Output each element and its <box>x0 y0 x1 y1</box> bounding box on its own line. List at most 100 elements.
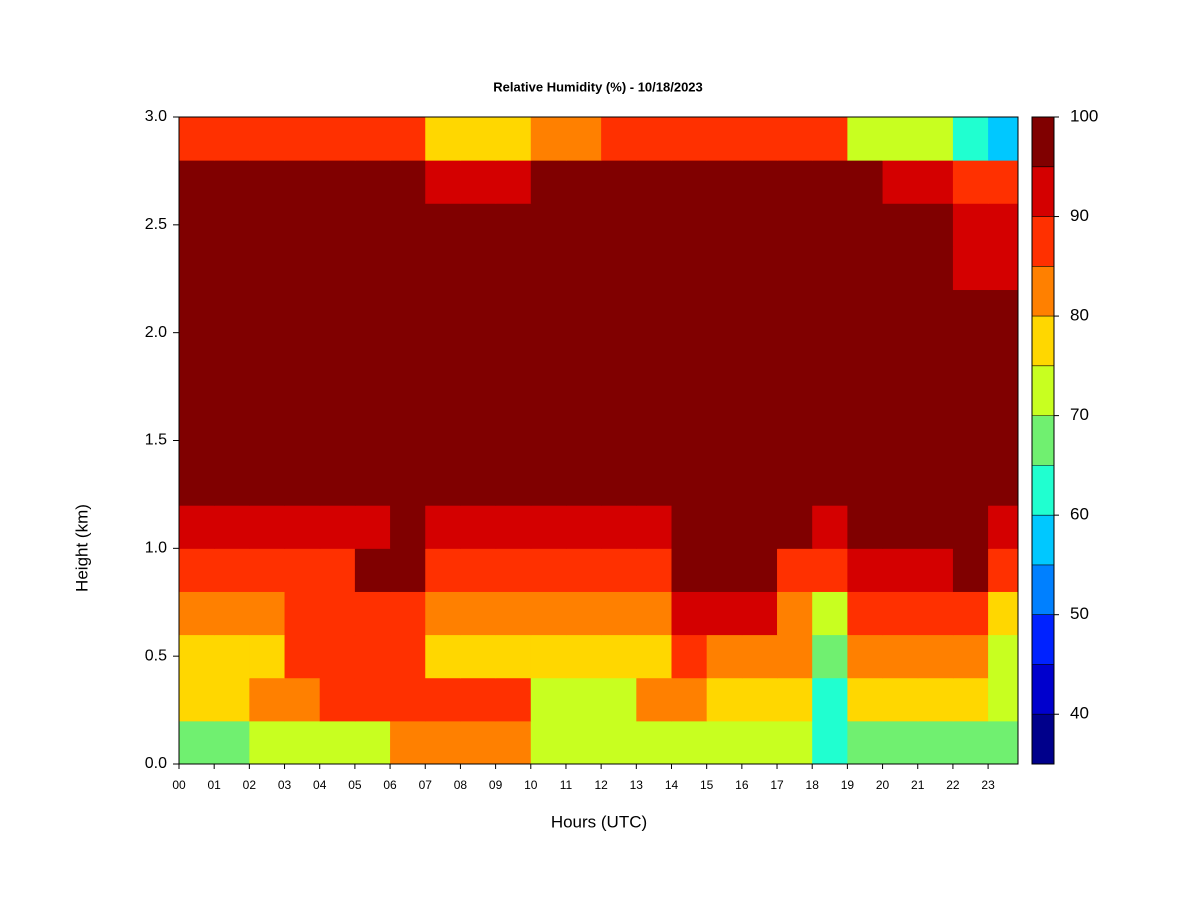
heat-cell <box>812 418 848 463</box>
heat-cell <box>917 289 954 334</box>
heat-cell <box>706 720 743 764</box>
heat-cell <box>917 634 954 679</box>
heat-cell <box>214 418 250 463</box>
heat-cell <box>777 375 813 420</box>
heat-cell <box>741 548 778 592</box>
heat-cell <box>777 548 813 592</box>
heat-cell <box>741 289 778 334</box>
x-tick-label: 23 <box>981 778 995 792</box>
heat-cell <box>460 160 497 204</box>
heat-cell <box>565 117 602 161</box>
heat-cell <box>354 418 391 463</box>
heat-cell <box>847 203 884 247</box>
heat-cell <box>777 246 813 291</box>
heat-cell <box>284 332 321 377</box>
x-tick-label: 10 <box>524 778 538 792</box>
heat-cell <box>495 203 532 247</box>
heat-cell <box>741 505 778 549</box>
colorbar-tick-label: 60 <box>1070 505 1089 524</box>
heat-cell <box>601 591 637 636</box>
colorbar-band <box>1032 664 1054 715</box>
heat-cell <box>671 462 708 506</box>
heat-cell <box>671 160 708 204</box>
x-tick-label: 18 <box>806 778 820 792</box>
heat-cell <box>354 462 391 506</box>
heat-cell <box>706 117 743 161</box>
heat-cell <box>354 548 391 592</box>
heat-cell <box>214 548 250 592</box>
heat-cell <box>812 246 848 291</box>
heat-cell <box>917 548 954 592</box>
heat-cell <box>319 117 356 161</box>
heat-cell <box>530 332 567 377</box>
heat-cell <box>390 203 426 247</box>
heat-cell <box>425 462 461 506</box>
heat-cell <box>390 591 426 636</box>
heat-cell <box>917 117 954 161</box>
heat-cell <box>249 548 286 592</box>
heat-cell <box>460 117 497 161</box>
heat-cell <box>495 462 532 506</box>
heat-cell <box>249 246 286 291</box>
heat-cell <box>741 720 778 764</box>
heat-cell <box>179 203 215 247</box>
heat-cell <box>882 462 919 506</box>
heat-cell <box>565 591 602 636</box>
heat-cell <box>601 246 637 291</box>
heat-cell <box>706 591 743 636</box>
heat-cell <box>812 462 848 506</box>
heat-cell <box>390 375 426 420</box>
heat-cell <box>741 375 778 420</box>
heat-cell <box>214 289 250 334</box>
heat-cell <box>214 246 250 291</box>
heat-cell <box>214 160 250 204</box>
heat-cell <box>952 203 989 247</box>
heat-cell <box>214 591 250 636</box>
heat-cell <box>671 332 708 377</box>
heat-cell <box>847 677 884 722</box>
heat-cell <box>425 160 461 204</box>
heat-cell <box>882 634 919 679</box>
heat-cell <box>530 418 567 463</box>
heat-cell <box>636 591 672 636</box>
heat-cell <box>565 634 602 679</box>
heat-cell <box>706 548 743 592</box>
heat-cell <box>917 332 954 377</box>
heat-cell <box>741 332 778 377</box>
heat-cell <box>706 375 743 420</box>
heat-cell <box>319 548 356 592</box>
heat-cell <box>249 332 286 377</box>
y-tick-label: 2.0 <box>145 324 167 341</box>
heat-cell <box>917 505 954 549</box>
y-tick-label: 1.0 <box>145 540 167 557</box>
heat-cell <box>671 289 708 334</box>
heat-cell <box>495 548 532 592</box>
heat-cell <box>390 332 426 377</box>
heat-cell <box>636 375 672 420</box>
heat-cell <box>917 160 954 204</box>
heat-cell <box>460 505 497 549</box>
heat-cell <box>495 677 532 722</box>
x-tick-label: 14 <box>665 778 679 792</box>
heat-cell <box>952 418 989 463</box>
x-tick-label: 13 <box>630 778 644 792</box>
heat-cell <box>988 505 1018 549</box>
heat-cell <box>882 246 919 291</box>
heat-cell <box>882 203 919 247</box>
heat-cell <box>319 375 356 420</box>
y-tick-label: 0.0 <box>145 755 167 772</box>
heat-cell <box>319 332 356 377</box>
heat-cell <box>952 548 989 592</box>
heat-cell <box>847 505 884 549</box>
heat-cell <box>847 117 884 161</box>
heat-cell <box>777 117 813 161</box>
heat-cell <box>354 203 391 247</box>
heat-cell <box>636 418 672 463</box>
heat-cell <box>777 462 813 506</box>
colorbar-band <box>1032 564 1054 615</box>
heat-cell <box>777 332 813 377</box>
colorbar-band <box>1032 415 1054 466</box>
heat-cell <box>495 375 532 420</box>
heat-cell <box>249 677 286 722</box>
x-tick-label: 06 <box>383 778 397 792</box>
